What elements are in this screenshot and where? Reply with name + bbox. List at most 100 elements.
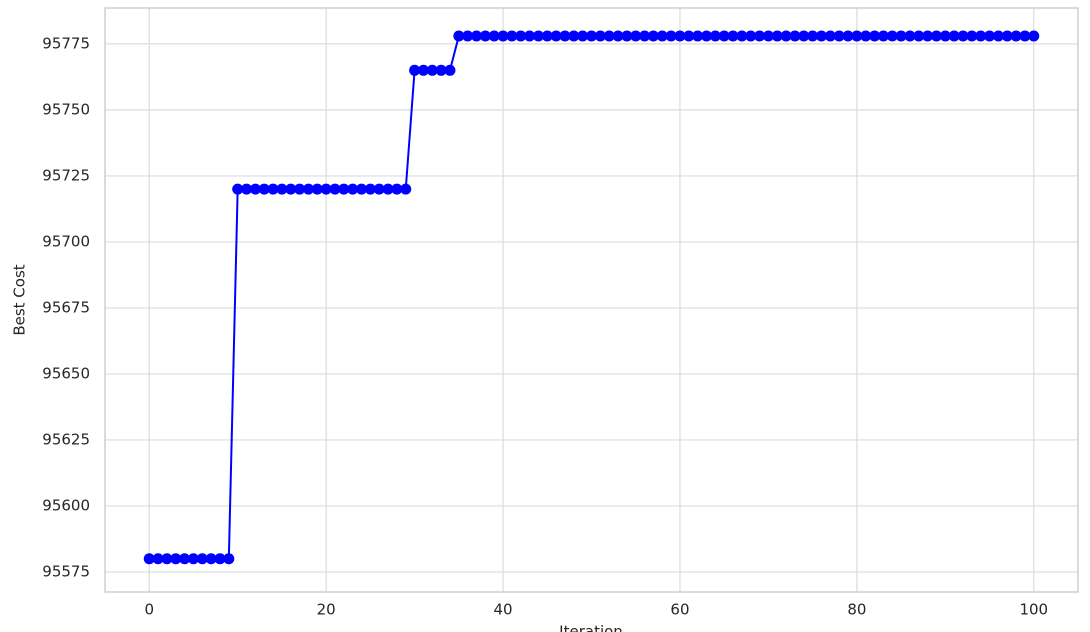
x-tick-label: 100 xyxy=(1019,601,1048,619)
data-point xyxy=(409,64,421,76)
x-tick-label: 40 xyxy=(493,601,512,619)
data-point xyxy=(506,30,518,42)
data-point xyxy=(612,30,624,42)
data-point xyxy=(329,183,341,195)
data-point xyxy=(824,30,836,42)
data-point xyxy=(630,30,642,42)
data-point xyxy=(187,553,199,565)
data-point xyxy=(241,183,253,195)
data-point xyxy=(815,30,827,42)
data-point xyxy=(515,30,527,42)
data-point xyxy=(497,30,509,42)
data-point xyxy=(957,30,969,42)
data-point xyxy=(736,30,748,42)
x-tick-label: 80 xyxy=(847,601,866,619)
y-tick-label: 95775 xyxy=(42,34,90,52)
data-point xyxy=(1028,30,1040,42)
data-point xyxy=(780,30,792,42)
data-point xyxy=(338,183,350,195)
data-point xyxy=(320,183,332,195)
data-point xyxy=(709,30,721,42)
y-tick-label: 95575 xyxy=(42,562,90,580)
data-point xyxy=(541,30,553,42)
data-point xyxy=(895,30,907,42)
data-point xyxy=(294,183,306,195)
data-point xyxy=(718,30,730,42)
data-point xyxy=(258,183,270,195)
data-point xyxy=(1019,30,1031,42)
data-point xyxy=(727,30,739,42)
data-point xyxy=(311,183,323,195)
data-point xyxy=(356,183,368,195)
data-point xyxy=(391,183,403,195)
data-point xyxy=(930,30,942,42)
data-point xyxy=(471,30,483,42)
x-tick-label: 20 xyxy=(317,601,336,619)
data-point xyxy=(400,183,412,195)
data-point xyxy=(665,30,677,42)
y-tick-label: 95725 xyxy=(42,166,90,184)
data-point xyxy=(692,30,704,42)
data-point xyxy=(462,30,474,42)
data-point xyxy=(603,30,615,42)
data-point xyxy=(789,30,801,42)
data-point xyxy=(904,30,916,42)
data-point xyxy=(488,30,500,42)
plot-frame xyxy=(104,7,1079,593)
data-point xyxy=(639,30,651,42)
data-point xyxy=(267,183,279,195)
data-point xyxy=(1010,30,1022,42)
data-point xyxy=(577,30,589,42)
data-point xyxy=(170,553,182,565)
data-point xyxy=(939,30,951,42)
y-tick-label: 95675 xyxy=(42,298,90,316)
data-point xyxy=(869,30,881,42)
data-point xyxy=(948,30,960,42)
data-point xyxy=(975,30,987,42)
data-point xyxy=(771,30,783,42)
data-point xyxy=(143,553,155,565)
data-point xyxy=(285,183,297,195)
data-point xyxy=(656,30,668,42)
data-point xyxy=(851,30,863,42)
data-point xyxy=(833,30,845,42)
data-point xyxy=(754,30,766,42)
data-point xyxy=(922,30,934,42)
data-point xyxy=(621,30,633,42)
data-point xyxy=(302,183,314,195)
data-point xyxy=(877,30,889,42)
data-point xyxy=(966,30,978,42)
y-tick-label: 95700 xyxy=(42,232,90,250)
data-point xyxy=(745,30,757,42)
data-point xyxy=(559,30,571,42)
data-point xyxy=(586,30,597,42)
data-point xyxy=(842,30,854,42)
data-point xyxy=(913,30,925,42)
data-point xyxy=(249,183,261,195)
data-point xyxy=(444,64,456,76)
data-point xyxy=(373,183,385,195)
data-point xyxy=(532,30,544,42)
y-axis-label: Best Cost xyxy=(11,264,29,335)
data-point xyxy=(276,183,288,195)
data-point xyxy=(524,30,536,42)
x-tick-label: 0 xyxy=(144,601,154,619)
data-point xyxy=(152,553,164,565)
x-tick-label: 60 xyxy=(670,601,689,619)
data-point xyxy=(594,30,606,42)
data-point xyxy=(232,183,244,195)
data-point xyxy=(674,30,686,42)
data-point xyxy=(417,64,429,76)
data-point xyxy=(886,30,898,42)
data-point xyxy=(161,553,173,565)
data-point xyxy=(382,183,394,195)
y-tick-label: 95750 xyxy=(42,100,90,118)
data-point xyxy=(1001,30,1013,42)
y-tick-label: 95600 xyxy=(42,496,90,514)
data-point xyxy=(807,30,819,42)
data-point xyxy=(179,553,191,565)
y-tick-label: 95650 xyxy=(42,364,90,382)
data-point xyxy=(435,64,447,76)
data-point xyxy=(647,30,659,42)
